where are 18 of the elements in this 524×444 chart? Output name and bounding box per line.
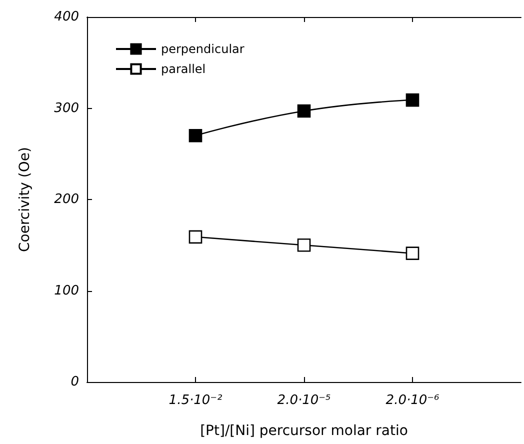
x-tick-label: 1.5·10⁻² [168, 393, 222, 408]
point [188, 128, 202, 142]
y-tick-label: 0 [70, 374, 79, 390]
point [406, 246, 420, 260]
point [297, 238, 311, 252]
y-tick-label: 100 [54, 283, 79, 298]
y-tick-label: 300 [54, 100, 79, 116]
x-axis-title: [Pt]/[Ni] percursor molar ratio [200, 423, 408, 439]
x-tick-label: 2.0·10⁻⁵ [277, 393, 331, 408]
x-tick-label: 2.0·10⁻⁶ [386, 393, 440, 408]
y-tick-label: 400 [54, 10, 79, 24]
point [297, 104, 311, 118]
y-axis-title: Coercivity (Oe) [17, 147, 33, 252]
point [188, 230, 202, 244]
y-tick-label: 200 [54, 192, 79, 207]
legend-label: perpendicular [161, 42, 244, 56]
legend-label: parallel [161, 62, 206, 76]
point [406, 93, 420, 107]
